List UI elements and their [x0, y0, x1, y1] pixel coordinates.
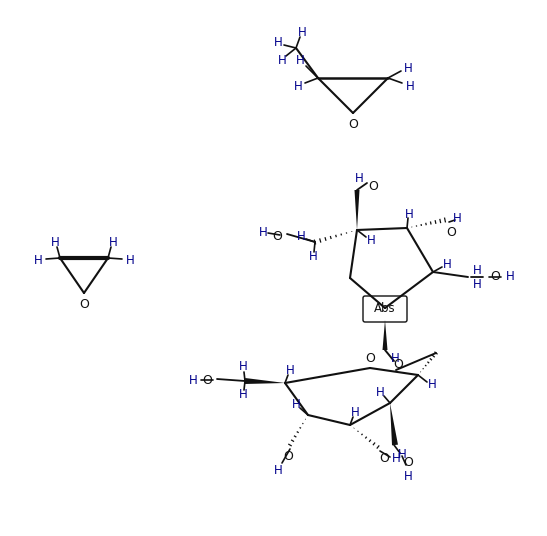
Text: H: H — [366, 234, 375, 247]
Text: H: H — [274, 36, 282, 49]
Text: H: H — [296, 230, 305, 243]
Text: H: H — [473, 264, 481, 277]
FancyBboxPatch shape — [363, 296, 407, 322]
Text: H: H — [351, 406, 359, 420]
Text: H: H — [295, 54, 304, 66]
Text: H: H — [473, 278, 481, 291]
Text: H: H — [298, 26, 306, 40]
Text: H: H — [428, 378, 437, 391]
Text: H: H — [126, 254, 135, 266]
Text: H: H — [278, 54, 287, 66]
Text: H: H — [294, 79, 302, 93]
Text: H: H — [505, 271, 514, 284]
Text: H: H — [398, 449, 406, 461]
Text: O: O — [490, 271, 500, 284]
Text: H: H — [259, 226, 267, 239]
Polygon shape — [245, 378, 285, 384]
Text: O: O — [368, 180, 378, 192]
Text: O: O — [403, 457, 413, 470]
Text: H: H — [309, 249, 317, 263]
Polygon shape — [390, 403, 398, 445]
Polygon shape — [382, 320, 387, 350]
Text: H: H — [292, 398, 300, 412]
Text: Abs: Abs — [374, 301, 396, 315]
Text: H: H — [376, 386, 385, 399]
Text: H: H — [286, 364, 294, 377]
Text: O: O — [202, 375, 212, 388]
Text: H: H — [238, 361, 247, 374]
Text: O: O — [379, 452, 389, 465]
Text: H: H — [404, 470, 412, 482]
Text: H: H — [404, 62, 412, 75]
Text: H: H — [189, 375, 197, 388]
Text: O: O — [79, 297, 89, 310]
Text: O: O — [272, 229, 282, 242]
Text: H: H — [354, 172, 363, 184]
Text: H: H — [391, 352, 399, 364]
Text: H: H — [405, 207, 414, 220]
Text: H: H — [33, 254, 42, 266]
Text: O: O — [365, 352, 375, 364]
Text: H: H — [443, 257, 451, 271]
Text: O: O — [393, 359, 403, 371]
Text: H: H — [109, 235, 118, 249]
Text: O: O — [283, 450, 293, 464]
Text: H: H — [51, 235, 60, 249]
Text: H: H — [274, 464, 282, 477]
Text: O: O — [446, 226, 456, 239]
Polygon shape — [354, 190, 359, 230]
Text: H: H — [406, 79, 415, 93]
Text: H: H — [238, 389, 247, 401]
Text: H: H — [392, 452, 400, 465]
Text: H: H — [452, 212, 461, 225]
Text: O: O — [348, 117, 358, 130]
